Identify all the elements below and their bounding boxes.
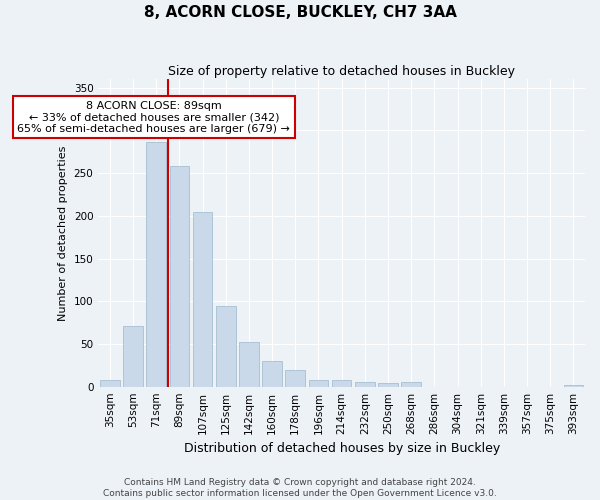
Bar — [332, 380, 352, 386]
Bar — [563, 385, 583, 386]
Text: 8 ACORN CLOSE: 89sqm
← 33% of detached houses are smaller (342)
65% of semi-deta: 8 ACORN CLOSE: 89sqm ← 33% of detached h… — [17, 100, 290, 134]
Bar — [193, 212, 212, 386]
Bar — [355, 382, 374, 386]
Bar — [262, 361, 282, 386]
Text: Contains HM Land Registry data © Crown copyright and database right 2024.
Contai: Contains HM Land Registry data © Crown c… — [103, 478, 497, 498]
Bar — [170, 166, 189, 386]
Title: Size of property relative to detached houses in Buckley: Size of property relative to detached ho… — [168, 65, 515, 78]
Bar — [146, 142, 166, 386]
Bar — [378, 384, 398, 386]
Bar — [100, 380, 120, 386]
Bar — [308, 380, 328, 386]
Y-axis label: Number of detached properties: Number of detached properties — [58, 145, 68, 320]
Bar — [239, 342, 259, 386]
X-axis label: Distribution of detached houses by size in Buckley: Distribution of detached houses by size … — [184, 442, 500, 455]
Text: 8, ACORN CLOSE, BUCKLEY, CH7 3AA: 8, ACORN CLOSE, BUCKLEY, CH7 3AA — [143, 5, 457, 20]
Bar — [401, 382, 421, 386]
Bar — [216, 306, 236, 386]
Bar — [123, 326, 143, 386]
Bar — [286, 370, 305, 386]
